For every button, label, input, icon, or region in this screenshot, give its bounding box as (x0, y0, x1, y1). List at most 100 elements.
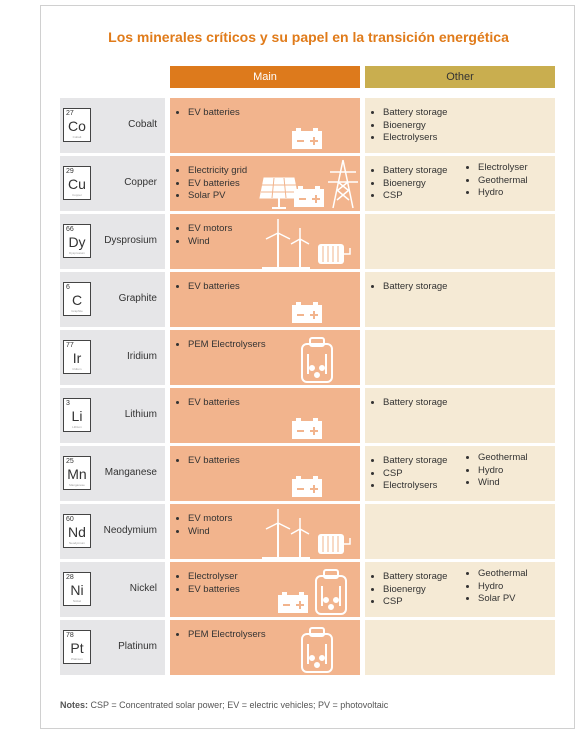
main-item: PEM Electrolysers (188, 339, 266, 352)
main-cell: ElectrolyserEV batteries (170, 562, 360, 617)
icon-part (319, 655, 325, 661)
other-item: Electrolysers (383, 132, 447, 145)
tile-name: Platinum (71, 657, 83, 661)
other-item: Geothermal (478, 568, 528, 581)
atomic-number: 3 (66, 400, 70, 407)
main-cell: EV batteries (170, 98, 360, 153)
other-list: Battery storage (369, 281, 447, 294)
element-cell: 78 Pt Platinum Platinum (60, 620, 165, 675)
other-item: Battery storage (383, 107, 447, 120)
icon-part (315, 575, 347, 615)
main-list: EV batteries (174, 281, 240, 294)
icon-part (318, 244, 351, 264)
icon-part (278, 592, 308, 613)
main-item: Wind (188, 526, 232, 539)
icon-part (313, 418, 318, 421)
other-item: Battery storage (383, 571, 447, 584)
icon-part (292, 302, 322, 323)
icons (301, 337, 333, 383)
main-cell: EV batteries (170, 446, 360, 501)
icon-part (309, 627, 325, 637)
main-list: ElectrolyserEV batteries (174, 571, 240, 596)
icon-part (262, 523, 310, 559)
other-header: Other (365, 66, 555, 88)
element-cell: 29 Cu Copper Copper (60, 156, 165, 211)
element-name: Graphite (118, 293, 157, 304)
element-cell: 77 Ir Iridium Iridium (60, 330, 165, 385)
other-list: Battery storageCSPElectrolysers (369, 455, 447, 493)
icon-part (294, 186, 324, 207)
icon-part (292, 128, 322, 149)
main-list: PEM Electrolysers (174, 629, 266, 642)
other-list: Battery storageBioenergyElectrolysers (369, 107, 447, 145)
element-symbol: Cu (68, 176, 86, 192)
main-cell: EV batteries (170, 272, 360, 327)
other-list: Battery storageBioenergyCSP (369, 571, 447, 609)
icons (292, 476, 322, 497)
other-list: Battery storageBioenergyCSP (369, 165, 447, 203)
atomic-number: 66 (66, 226, 74, 233)
element-tile: 78 Pt Platinum (63, 630, 91, 664)
element-cell: 3 Li Lithium Lithium (60, 388, 165, 443)
icon-part (301, 627, 333, 673)
element-cell: 25 Mn Manganese Manganese (60, 446, 165, 501)
element-symbol: Nd (68, 524, 86, 540)
icon-part (309, 655, 315, 661)
other-item: Bioenergy (383, 120, 447, 133)
icon-part (328, 604, 334, 610)
notes-label: Notes: (60, 700, 89, 710)
main-list: PEM Electrolysers (174, 339, 266, 352)
tile-name: Copper (72, 193, 82, 197)
icon-part (328, 159, 358, 209)
other-cell: Battery storageBioenergyElectrolysers (365, 98, 555, 153)
icons (262, 219, 351, 269)
icon-part (272, 198, 286, 209)
main-list: EV motorsWind (174, 513, 232, 538)
icon-part (314, 372, 320, 378)
main-item: EV batteries (188, 584, 240, 597)
main-item: Electricity grid (188, 165, 247, 178)
other-item: Geothermal (478, 452, 528, 465)
icons (278, 569, 347, 615)
atomic-number: 28 (66, 574, 74, 581)
icon-part (323, 597, 329, 603)
other-cell: Battery storage (365, 272, 555, 327)
icon-part (307, 644, 327, 664)
element-name: Manganese (104, 467, 157, 478)
main-list: EV batteries (174, 397, 240, 410)
other-cell: Battery storage (365, 388, 555, 443)
atomic-number: 60 (66, 516, 74, 523)
element-tile: 6 C Graphite (63, 282, 91, 316)
icon-part (313, 476, 318, 479)
other-item: Bioenergy (383, 584, 447, 597)
icon-part (322, 536, 339, 552)
icon-part (262, 509, 310, 559)
main-cell: PEM Electrolysers (170, 330, 360, 385)
icon-part (328, 159, 358, 209)
main-cell: PEM Electrolysers (170, 620, 360, 675)
element-name: Cobalt (128, 119, 157, 130)
icon-part (344, 538, 351, 545)
element-tile: 3 Li Lithium (63, 398, 91, 432)
tile-name: Neodymium (68, 541, 85, 545)
icon-part (307, 354, 327, 374)
main-item: Wind (188, 236, 232, 249)
icon-part (313, 128, 318, 131)
icons (262, 509, 351, 559)
other-cell: Battery storageBioenergyCSP GeothermalHyd… (365, 562, 555, 617)
atomic-number: 77 (66, 342, 74, 349)
icon-part (318, 534, 351, 554)
element-cell: 66 Dy Dysprosium Dysprosium (60, 214, 165, 269)
element-cell: 27 Co Cobalt Cobalt (60, 98, 165, 153)
icon-part (296, 302, 301, 305)
other-item: Battery storage (383, 397, 447, 410)
main-header: Main (170, 66, 360, 88)
element-tile: 77 Ir Iridium (63, 340, 91, 374)
icon-part (318, 534, 344, 554)
other-cell (365, 330, 555, 385)
tile-name: Dysprosium (69, 251, 85, 255)
icon-part (297, 311, 318, 319)
main-item: EV batteries (188, 178, 247, 191)
other-item: Electrolysers (383, 480, 447, 493)
other-list: GeothermalHydroSolar PV (464, 568, 528, 606)
